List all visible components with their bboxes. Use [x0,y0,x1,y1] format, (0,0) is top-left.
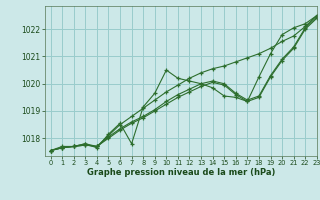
X-axis label: Graphe pression niveau de la mer (hPa): Graphe pression niveau de la mer (hPa) [87,168,275,177]
